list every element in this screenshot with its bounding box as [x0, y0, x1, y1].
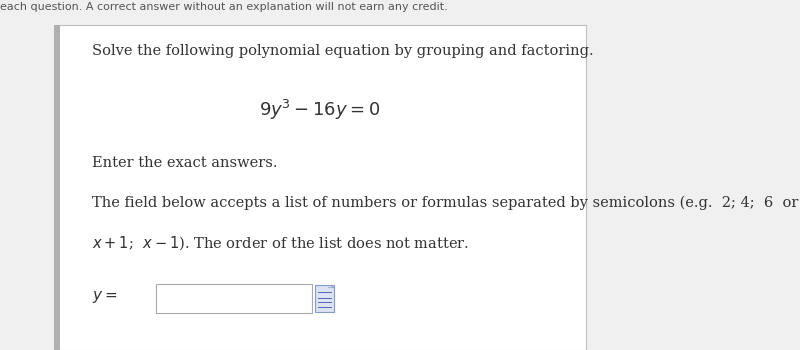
- Text: each question. A correct answer without an explanation will not earn any credit.: each question. A correct answer without …: [0, 2, 448, 12]
- Text: $x+1$;  $x-1$). The order of the list does not matter.: $x+1$; $x-1$). The order of the list doe…: [92, 234, 469, 252]
- Text: Enter the exact answers.: Enter the exact answers.: [92, 156, 278, 170]
- Polygon shape: [329, 285, 334, 288]
- Bar: [54, 25, 60, 350]
- Text: $9y^3 - 16y = 0$: $9y^3 - 16y = 0$: [259, 98, 381, 122]
- Text: The field below accepts a list of numbers or formulas separated by semicolons (e: The field below accepts a list of number…: [92, 196, 798, 210]
- Text: $y =$: $y =$: [92, 289, 118, 305]
- Bar: [156, 284, 312, 313]
- Bar: [315, 285, 334, 312]
- Text: Solve the following polynomial equation by grouping and factoring.: Solve the following polynomial equation …: [92, 44, 594, 58]
